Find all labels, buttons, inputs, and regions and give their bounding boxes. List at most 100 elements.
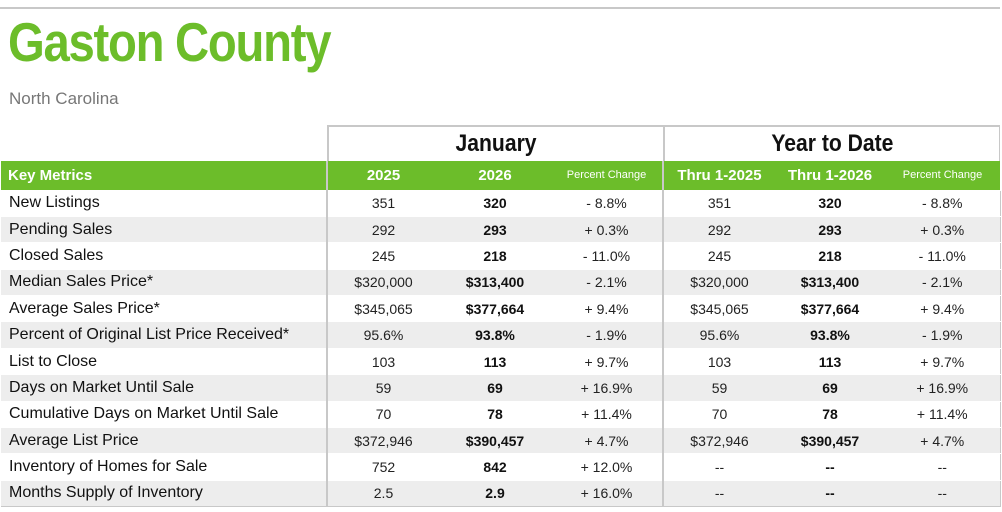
cell-jan-prev: 95.6% (326, 321, 439, 349)
row-label: List to Close (1, 348, 327, 376)
cell-jan-prev: $320,000 (326, 269, 439, 297)
cell-jan-curr: 113 (439, 348, 551, 376)
row-label: Average List Price (1, 427, 327, 455)
cell-ytd-curr: 320 (775, 190, 885, 217)
cell-jan-pct: + 16.9% (551, 374, 663, 402)
cell-jan-prev: 351 (326, 190, 439, 217)
column-header-jan-curr: 2026 (439, 161, 551, 191)
cell-ytd-curr: 93.8% (775, 321, 885, 349)
table-row: Days on Market Until Sale 59 69 + 16.9% … (1, 374, 1001, 402)
column-header-jan-prev: 2025 (326, 161, 439, 191)
column-header-metric: Key Metrics (1, 161, 327, 191)
cell-ytd-pct: - 2.1% (885, 269, 1001, 297)
cell-jan-prev: 292 (326, 216, 439, 244)
cell-ytd-prev: $320,000 (662, 269, 775, 297)
column-header-ytd-prev: Thru 1-2025 (662, 161, 775, 191)
column-header-ytd-curr: Thru 1-2026 (775, 161, 885, 191)
cell-ytd-pct: - 1.9% (885, 321, 1001, 349)
cell-ytd-curr: $313,400 (775, 269, 885, 297)
column-header-jan-pct: Percent Change (551, 161, 663, 191)
table-row: List to Close 103 113 + 9.7% 103 113 + 9… (1, 348, 1001, 376)
row-label: Cumulative Days on Market Until Sale (1, 401, 327, 429)
row-label: Inventory of Homes for Sale (1, 453, 327, 481)
group-header-january-label: January (455, 130, 537, 157)
cell-ytd-curr: 69 (775, 374, 885, 402)
cell-jan-curr: 78 (439, 401, 551, 429)
cell-jan-pct: - 8.8% (551, 190, 663, 217)
cell-jan-pct: - 11.0% (551, 242, 663, 270)
cell-jan-pct: + 12.0% (551, 453, 663, 481)
cell-jan-prev: $345,065 (326, 295, 439, 323)
table-row: Median Sales Price* $320,000 $313,400 - … (1, 269, 1001, 297)
cell-jan-curr: $377,664 (439, 295, 551, 323)
cell-jan-pct: + 16.0% (551, 480, 663, 508)
cell-jan-curr: 842 (439, 453, 551, 481)
cell-jan-prev: 70 (326, 401, 439, 429)
cell-jan-prev: 2.5 (326, 480, 439, 508)
cell-jan-prev: 103 (326, 348, 439, 376)
page-subtitle: North Carolina (9, 89, 119, 108)
cell-ytd-curr: 113 (775, 348, 885, 376)
cell-jan-curr: 2.9 (439, 480, 551, 508)
cell-jan-curr: $390,457 (439, 427, 551, 455)
cell-ytd-curr: -- (775, 480, 885, 508)
cell-jan-prev: 752 (326, 453, 439, 481)
cell-jan-pct: + 9.4% (551, 295, 663, 323)
cell-jan-curr: 69 (439, 374, 551, 402)
cell-ytd-prev: 59 (662, 374, 775, 402)
group-header-ytd: Year to Date (663, 125, 1000, 161)
cell-ytd-prev: $372,946 (662, 427, 775, 455)
cell-jan-pct: + 4.7% (551, 427, 663, 455)
row-label: Median Sales Price* (1, 269, 327, 297)
cell-ytd-pct: + 16.9% (885, 374, 1001, 402)
cell-ytd-curr: 218 (775, 242, 885, 270)
row-label: Average Sales Price* (1, 295, 327, 323)
row-label: New Listings (1, 190, 327, 217)
row-label: Percent of Original List Price Received* (1, 321, 327, 349)
cell-ytd-pct: - 8.8% (885, 190, 1001, 217)
column-header-ytd-pct: Percent Change (885, 161, 1000, 191)
top-rule (0, 7, 1000, 9)
cell-jan-pct: - 1.9% (551, 321, 663, 349)
table-row: Inventory of Homes for Sale 752 842 + 12… (1, 453, 1001, 481)
page-title: Gaston County (8, 11, 332, 73)
cell-jan-pct: - 2.1% (551, 269, 663, 297)
cell-jan-pct: + 0.3% (551, 216, 663, 244)
key-metrics-table: Key Metrics 2025 2026 Percent Change Thr… (1, 161, 1001, 508)
cell-jan-pct: + 11.4% (551, 401, 663, 429)
row-label: Closed Sales (1, 242, 327, 270)
row-label: Months Supply of Inventory (1, 480, 327, 508)
cell-ytd-pct: + 0.3% (885, 216, 1001, 244)
cell-ytd-curr: 78 (775, 401, 885, 429)
cell-ytd-pct: -- (885, 453, 1001, 481)
table-header-row: Key Metrics 2025 2026 Percent Change Thr… (1, 161, 1000, 191)
table-row: Average Sales Price* $345,065 $377,664 +… (1, 295, 1001, 323)
group-header-january: January (327, 125, 663, 161)
cell-ytd-pct: + 4.7% (885, 427, 1001, 455)
table-row: Closed Sales 245 218 - 11.0% 245 218 - 1… (1, 242, 1001, 270)
table-row: Average List Price $372,946 $390,457 + 4… (1, 427, 1001, 455)
cell-ytd-curr: 293 (775, 216, 885, 244)
cell-ytd-pct: + 11.4% (885, 401, 1001, 429)
cell-jan-prev: 59 (326, 374, 439, 402)
table-row: Cumulative Days on Market Until Sale 70 … (1, 401, 1001, 429)
cell-ytd-prev: $345,065 (662, 295, 775, 323)
cell-jan-curr: 320 (439, 190, 551, 217)
cell-jan-curr: $313,400 (439, 269, 551, 297)
cell-jan-prev: $372,946 (326, 427, 439, 455)
cell-ytd-prev: -- (662, 453, 775, 481)
cell-ytd-prev: 103 (662, 348, 775, 376)
cell-ytd-prev: -- (662, 480, 775, 508)
cell-ytd-pct: + 9.7% (885, 348, 1001, 376)
cell-ytd-pct: - 11.0% (885, 242, 1001, 270)
cell-ytd-prev: 70 (662, 401, 775, 429)
cell-ytd-prev: 292 (662, 216, 775, 244)
cell-ytd-curr: $377,664 (775, 295, 885, 323)
cell-jan-curr: 218 (439, 242, 551, 270)
cell-jan-curr: 93.8% (439, 321, 551, 349)
row-label: Pending Sales (1, 216, 327, 244)
cell-jan-pct: + 9.7% (551, 348, 663, 376)
table-row: Months Supply of Inventory 2.5 2.9 + 16.… (1, 480, 1001, 508)
cell-ytd-prev: 245 (662, 242, 775, 270)
cell-jan-curr: 293 (439, 216, 551, 244)
